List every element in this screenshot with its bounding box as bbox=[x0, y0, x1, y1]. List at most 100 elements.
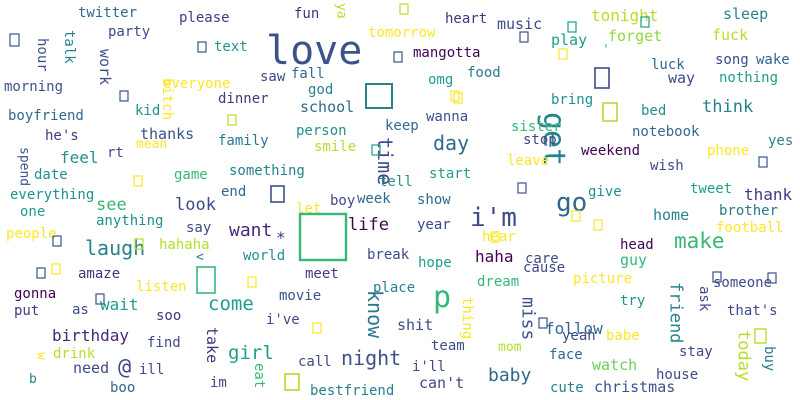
emoji-placeholder-icon bbox=[399, 3, 409, 15]
cloud-word: love bbox=[266, 28, 362, 74]
cloud-word: give bbox=[588, 184, 622, 200]
emoji-placeholder-icon bbox=[593, 219, 603, 231]
cloud-word: smile bbox=[314, 139, 356, 155]
cloud-word: dream bbox=[477, 274, 519, 290]
cloud-word: that's bbox=[727, 303, 778, 319]
emoji-placeholder-icon bbox=[754, 328, 767, 344]
cloud-word: fun bbox=[294, 6, 319, 22]
cloud-word: care bbox=[525, 251, 559, 267]
cloud-word: birthday bbox=[52, 326, 129, 345]
cloud-word: movie bbox=[279, 288, 321, 304]
cloud-word: spend bbox=[16, 147, 31, 186]
emoji-placeholder-icon bbox=[284, 373, 300, 391]
cloud-word: rt bbox=[107, 145, 124, 161]
emoji-placeholder-icon bbox=[51, 263, 61, 275]
cloud-word: hope bbox=[418, 255, 452, 271]
emoji-placeholder-icon bbox=[52, 235, 62, 247]
cloud-word: music bbox=[497, 15, 542, 33]
cloud-word: tell bbox=[379, 174, 413, 190]
cloud-word: christmas bbox=[594, 378, 675, 396]
cloud-word: god bbox=[308, 82, 333, 98]
cloud-word: hour bbox=[34, 38, 50, 72]
cloud-word: as bbox=[72, 302, 89, 318]
cloud-word: want bbox=[229, 220, 272, 241]
cloud-word: bitch bbox=[159, 78, 175, 120]
cloud-word: girl bbox=[228, 342, 274, 364]
emoji-placeholder-icon bbox=[9, 33, 20, 47]
cloud-word: yes bbox=[768, 133, 793, 149]
emoji-placeholder-icon bbox=[453, 92, 463, 104]
cloud-word: try bbox=[620, 293, 645, 309]
cloud-word: ' bbox=[602, 43, 610, 58]
cloud-word: think bbox=[702, 97, 753, 117]
cloud-word: say bbox=[186, 220, 211, 236]
emoji-placeholder-icon bbox=[594, 67, 610, 89]
cloud-word: tweet bbox=[690, 181, 732, 197]
cloud-word: person bbox=[296, 123, 347, 139]
cloud-word: saw bbox=[260, 69, 286, 85]
cloud-word: meet bbox=[305, 266, 339, 282]
cloud-word: i'm bbox=[470, 203, 517, 233]
emoji-placeholder-icon bbox=[134, 238, 144, 250]
cloud-word: morning bbox=[4, 79, 63, 95]
cloud-word: fuck bbox=[712, 26, 748, 44]
cloud-word: work bbox=[96, 49, 114, 85]
cloud-word: boyfriend bbox=[8, 108, 84, 124]
cloud-word: sister bbox=[511, 119, 562, 135]
cloud-word: dinner bbox=[218, 91, 269, 107]
cloud-word: game bbox=[174, 167, 208, 183]
emoji-placeholder-icon bbox=[36, 267, 46, 279]
emoji-placeholder-icon bbox=[517, 182, 527, 194]
emoji-placeholder-icon bbox=[567, 21, 577, 33]
emoji-placeholder-icon bbox=[519, 31, 529, 43]
cloud-word: mom bbox=[498, 340, 522, 355]
emoji-placeholder-icon bbox=[227, 114, 237, 126]
emoji-placeholder-icon bbox=[558, 48, 568, 60]
emoji-placeholder-icon bbox=[365, 83, 393, 109]
emoji-placeholder-icon bbox=[298, 212, 348, 262]
cloud-word: ya bbox=[333, 3, 348, 19]
emoji-placeholder-icon bbox=[95, 293, 105, 305]
cloud-word: text bbox=[214, 39, 248, 55]
cloud-word: year bbox=[417, 217, 451, 233]
cloud-word: weekend bbox=[581, 143, 640, 159]
cloud-word: boo bbox=[110, 380, 135, 396]
cloud-word: home bbox=[653, 206, 689, 224]
cloud-word: i've bbox=[266, 312, 300, 328]
cloud-word: im bbox=[210, 375, 227, 391]
cloud-word: amaze bbox=[78, 266, 120, 282]
cloud-word: sleep bbox=[723, 5, 768, 23]
cloud-word: people bbox=[6, 226, 57, 242]
cloud-word: w bbox=[33, 352, 48, 360]
cloud-word: omg bbox=[428, 72, 453, 88]
emoji-placeholder-icon bbox=[758, 156, 768, 168]
cloud-word: know bbox=[363, 290, 387, 339]
emoji-placeholder-icon bbox=[393, 51, 403, 63]
cloud-word: follow bbox=[545, 319, 603, 338]
cloud-word: < bbox=[196, 250, 204, 265]
cloud-word: hahaha bbox=[159, 237, 210, 253]
emoji-placeholder-icon bbox=[602, 102, 618, 122]
cloud-word: end bbox=[221, 184, 246, 200]
cloud-word: mean bbox=[136, 137, 167, 152]
cloud-word: thanks bbox=[140, 125, 194, 143]
cloud-word: house bbox=[656, 367, 698, 383]
cloud-word: forget bbox=[608, 27, 662, 45]
emoji-placeholder-icon bbox=[490, 231, 500, 243]
emoji-glyph-group bbox=[9, 3, 777, 391]
emoji-placeholder-icon bbox=[133, 175, 143, 187]
cloud-word: make bbox=[674, 229, 725, 253]
cloud-word: p bbox=[433, 280, 451, 315]
cloud-word: he's bbox=[45, 128, 79, 144]
cloud-word: everything bbox=[10, 187, 94, 203]
cloud-word: school bbox=[300, 98, 354, 116]
cloud-word: babe bbox=[606, 328, 640, 344]
emoji-placeholder-icon bbox=[270, 185, 285, 203]
cloud-word: week bbox=[357, 191, 391, 207]
cloud-word: life bbox=[348, 215, 389, 235]
cloud-word: laugh bbox=[85, 236, 145, 260]
cloud-word: see bbox=[96, 195, 127, 215]
cloud-word: heart bbox=[445, 11, 487, 27]
cloud-word: tonight bbox=[591, 6, 658, 25]
